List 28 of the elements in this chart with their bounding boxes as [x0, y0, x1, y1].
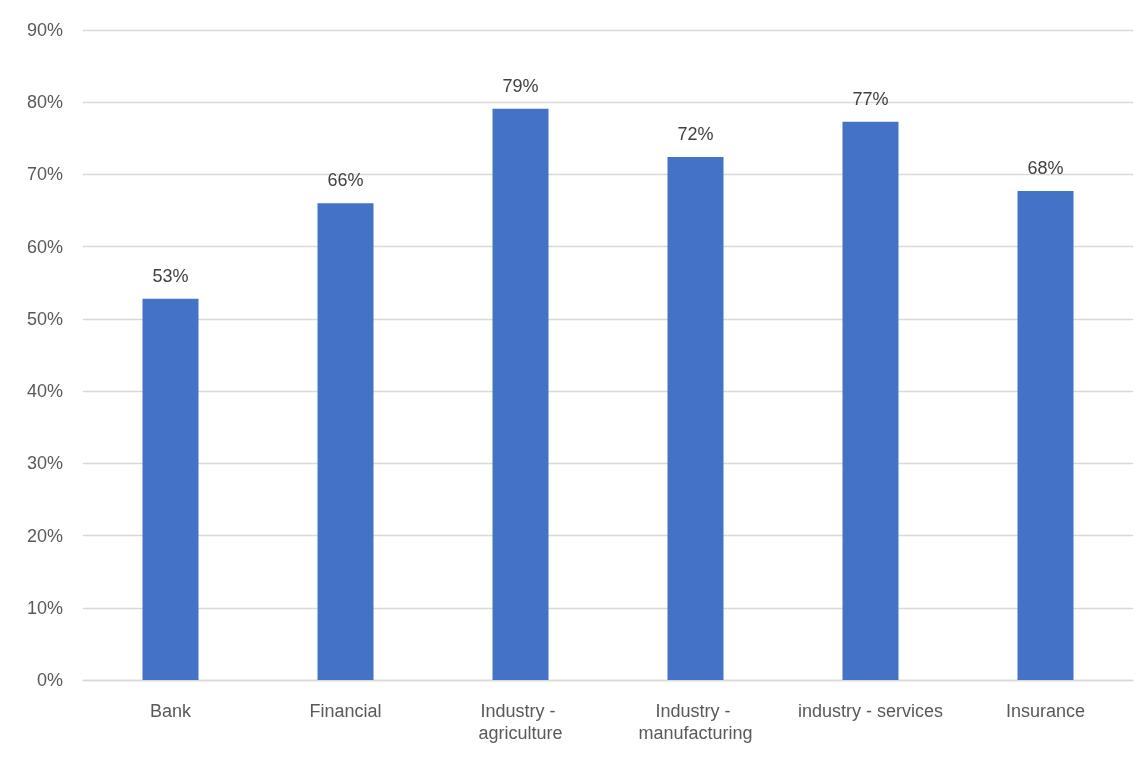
x-tick-label: Financial	[309, 701, 382, 721]
y-tick-label: 0%	[36, 670, 63, 690]
y-tick-label: 80%	[26, 92, 63, 113]
y-tick-label: 10%	[26, 597, 63, 618]
bar	[667, 157, 724, 680]
y-tick-label: 30%	[26, 453, 63, 474]
bar	[142, 298, 199, 680]
bar	[317, 203, 374, 680]
data-label: 79%	[502, 75, 539, 96]
x-tick-label: industry - services	[797, 701, 944, 721]
bar	[492, 108, 549, 680]
y-tick-label: 40%	[26, 381, 63, 402]
x-tick-label: Bank	[149, 701, 193, 721]
data-label: 68%	[1027, 158, 1064, 179]
data-label: 72%	[677, 124, 714, 145]
y-tick-label: 60%	[26, 236, 63, 257]
data-label: 66%	[327, 170, 364, 191]
y-tick-label: 90%	[26, 20, 63, 40]
x-tick-label: Insurance	[1005, 701, 1086, 721]
bar	[1017, 191, 1074, 680]
y-tick-label: 20%	[26, 525, 63, 546]
data-label: 77%	[852, 88, 889, 109]
x-tick-label: Industry - agriculture	[478, 701, 563, 743]
data-label: 53%	[152, 265, 189, 286]
y-tick-label: 70%	[26, 164, 63, 185]
bar	[842, 121, 899, 680]
y-tick-label: 50%	[26, 308, 63, 329]
x-tick-label: Industry - manufacturing	[638, 701, 753, 743]
